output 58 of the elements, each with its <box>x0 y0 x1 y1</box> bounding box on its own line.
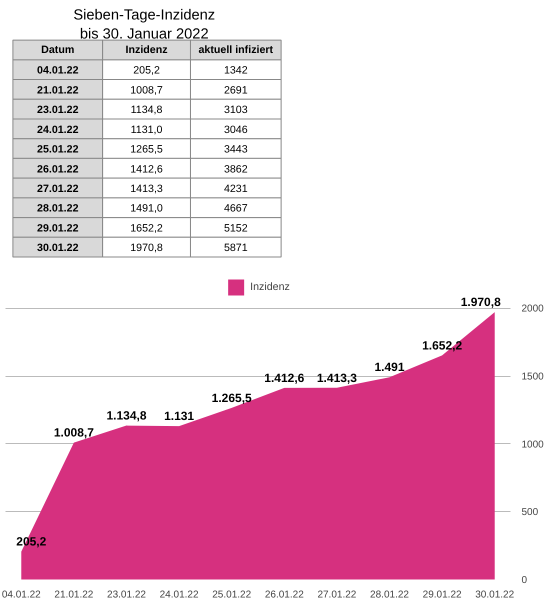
data-label: 4231 <box>224 183 248 196</box>
data-label: 3443 <box>224 144 248 156</box>
x-tick-label: 29.01.22 <box>422 590 462 600</box>
category-label: 26.01.22 <box>37 163 79 176</box>
text: Datum <box>41 44 74 56</box>
category-label: 24.01.22 <box>37 124 79 136</box>
y-tick-label: 2000 <box>522 304 544 315</box>
data-label: 3103 <box>224 104 248 116</box>
data-label: 4667 <box>224 202 248 215</box>
data-label: 3862 <box>224 163 248 176</box>
y-tick-label: 500 <box>522 507 539 518</box>
data-label: 1412,6 <box>130 163 163 176</box>
y-tick-label: 1500 <box>522 372 544 383</box>
data-label: 1.008,7 <box>54 426 94 440</box>
data-label: 1.491 <box>374 360 405 374</box>
category-label: 25.01.22 <box>37 144 79 156</box>
legend-label: Inzidenz <box>250 281 290 293</box>
data-label: 1.413,3 <box>316 370 358 385</box>
data-label: 2691 <box>224 84 248 96</box>
data-label: 1.134,8 <box>106 408 147 423</box>
x-tick-label: 04.01.22 <box>2 590 42 600</box>
data-label: 1134,8 <box>130 104 163 116</box>
data-label: 1491,0 <box>130 202 163 215</box>
data-label: 1652,2 <box>130 222 163 234</box>
category-label: 28.01.22 <box>37 202 79 215</box>
category-label: 29.01.22 <box>37 222 79 234</box>
x-tick-label: 25.01.22 <box>212 590 252 600</box>
data-label: 1413,3 <box>130 183 163 196</box>
series-label: aktuell infiziert <box>198 44 274 56</box>
data-label: 1.970,8 <box>460 295 502 310</box>
x-tick-label: 23.01.22 <box>107 590 146 600</box>
data-label: 205,2 <box>133 64 160 77</box>
x-tick-label: 21.01.22 <box>54 590 94 600</box>
x-tick-label: 30.01.22 <box>475 590 515 600</box>
category-label: 04.01.22 <box>37 64 79 77</box>
x-tick-label: 26.01.22 <box>264 590 304 600</box>
category-label: 21.01.22 <box>37 84 79 96</box>
category-label: 30.01.22 <box>37 242 79 254</box>
x-tick-label: 28.01.22 <box>370 590 410 600</box>
category-label: 23.01.22 <box>37 104 79 116</box>
data-label: 5871 <box>224 242 248 254</box>
x-tick-label: 24.01.22 <box>160 590 199 600</box>
data-label: 1970,8 <box>130 242 163 254</box>
data-label: 1265,5 <box>130 144 163 156</box>
y-tick-label: 0 <box>522 575 528 586</box>
series-label: Inzidenz <box>126 44 168 56</box>
y-tick-label: 1000 <box>522 439 544 450</box>
category-label: 27.01.22 <box>37 183 79 196</box>
data-label: 1131,0 <box>130 124 163 136</box>
data-label: 1.131 <box>164 409 194 424</box>
data-label: 1.412,6 <box>264 370 305 385</box>
data-label: 5152 <box>224 222 248 234</box>
x-tick-label: 27.01.22 <box>317 590 357 600</box>
text: Sieben-Tage-Inzidenz bis 30. Januar 2022 <box>73 7 216 43</box>
data-label: 3046 <box>224 124 248 136</box>
data-label: 1.265,5 <box>212 390 252 405</box>
data-label: 1342 <box>224 64 248 77</box>
data-label: 1008,7 <box>130 84 163 96</box>
